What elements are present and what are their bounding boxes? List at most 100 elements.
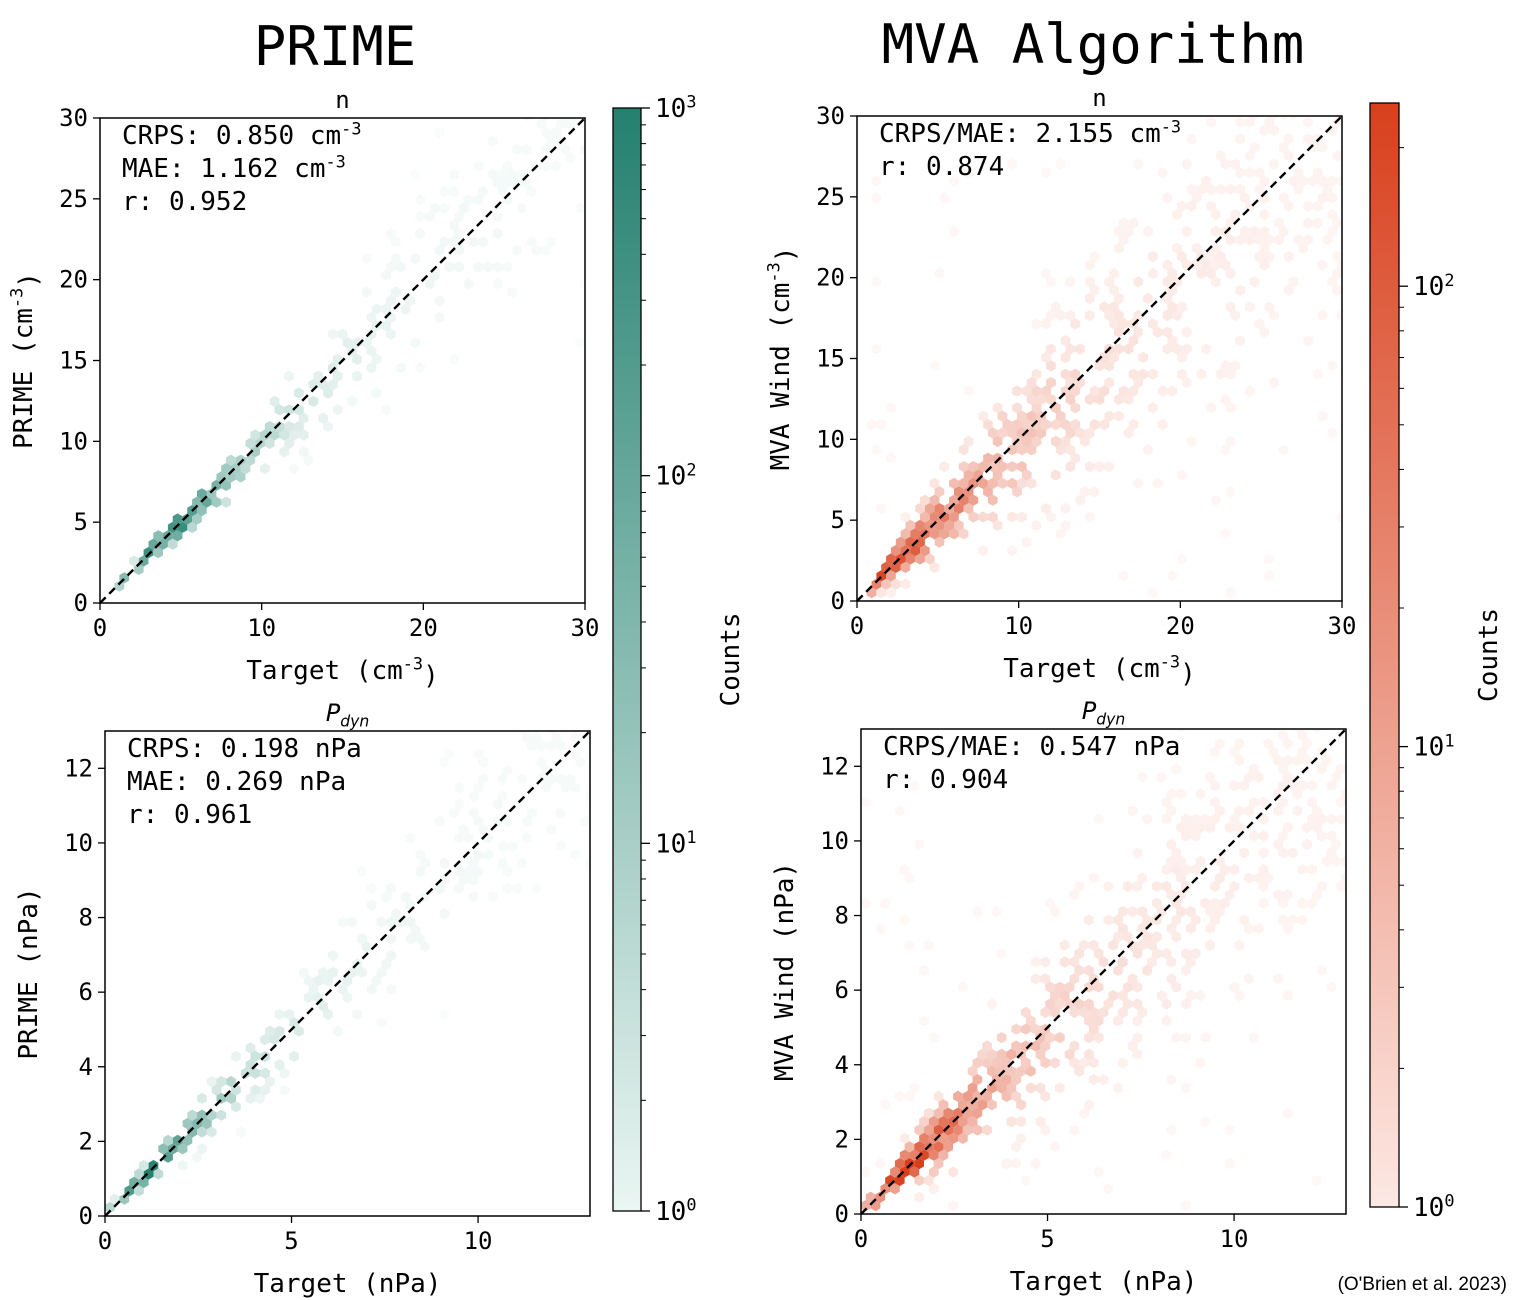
hexbin-cell (1273, 805, 1283, 817)
hexbin-cell (1259, 259, 1270, 271)
hexbin-cell (497, 857, 508, 869)
hexbin-cell (1055, 1032, 1065, 1044)
hexbin-cell (1220, 393, 1231, 405)
hexbin-cell (415, 849, 426, 861)
hexbin-cell (323, 975, 333, 987)
hexbin-cell (1069, 1057, 1080, 1069)
hexbin-cell (1211, 225, 1221, 237)
hexbin-cell (522, 832, 532, 844)
hexbin-cell (366, 328, 377, 340)
hexbin-cell (987, 1065, 997, 1077)
hexbin-cell (1127, 805, 1138, 817)
hexbin-cell (1337, 175, 1342, 187)
hexbin-cell (337, 916, 348, 928)
hexbin-cell (1055, 444, 1066, 456)
hexbin-cell (478, 236, 488, 248)
hexbin-cell (928, 1149, 939, 1161)
hexbin-cell (221, 463, 231, 475)
colorbar-tick-label: 103​ (655, 92, 696, 124)
hexbin-cell (1069, 956, 1080, 968)
hexbin-cell (395, 261, 406, 273)
hexbin-cell (1249, 763, 1259, 775)
hexbin-cell (1302, 754, 1312, 766)
hexbin-cell (366, 899, 377, 911)
hexbin-cell (507, 840, 518, 852)
y-tick-label: 10 (820, 827, 849, 855)
hexbin-cell (1240, 225, 1250, 237)
hexbin-cell (1025, 1015, 1036, 1027)
hexbin-cell (1177, 469, 1187, 481)
hexbin-cell (890, 578, 901, 590)
hexbin-cell (958, 461, 969, 473)
hexbin-cell (492, 278, 503, 290)
hexbin-cell (1269, 158, 1279, 170)
hexbin-cell (1307, 813, 1317, 825)
hexbin-cell (871, 192, 882, 204)
hexbin-cell (1278, 830, 1288, 842)
x-tick-label: 30 (571, 614, 600, 642)
hexbin-cell (405, 295, 416, 307)
hexbin-cell (1181, 998, 1191, 1010)
hexbin-cell (492, 227, 503, 239)
hexbin-cell (1258, 796, 1269, 808)
hexbin-cell (1331, 838, 1342, 850)
hexbin-cell (1177, 553, 1187, 565)
hexbin-cell (1104, 309, 1114, 321)
hexbin-cell (1292, 729, 1303, 733)
hexbin-cell (1181, 343, 1192, 355)
hexbin-cell (269, 1034, 280, 1046)
y-tick-label: 2 (835, 1125, 849, 1153)
hexbin-cell (1148, 251, 1158, 263)
hexbin-cell (1337, 259, 1342, 271)
hexbin-cell (1210, 746, 1220, 758)
hexbin-cell (1181, 326, 1192, 338)
stat-line: r: 0.961 (127, 800, 252, 830)
hexbin-cell (546, 773, 556, 785)
hexbin-cell (1177, 200, 1187, 212)
hexbin-cell (1312, 729, 1322, 733)
hexbin-cell (886, 553, 896, 565)
x-tick-label: 10 (247, 614, 276, 642)
hexbin-cell (1181, 1200, 1191, 1212)
hexbin-cell (1205, 771, 1215, 783)
hexbin-cell (439, 908, 450, 920)
hexbin-cell (1099, 301, 1110, 313)
hexbin-cell (1211, 242, 1221, 254)
hexbin-cell (871, 175, 882, 187)
hexbin-cell (1132, 1048, 1143, 1060)
hexbin-cell (303, 454, 314, 466)
hexbin-cell (1244, 805, 1254, 817)
hexbin-cell (265, 1076, 275, 1088)
y-tick-label: 10 (816, 425, 845, 453)
hexbin-cell (517, 773, 527, 785)
hexbin-cell (386, 916, 396, 928)
hexbin-cell (1050, 1006, 1060, 1018)
hexbin-cell (958, 528, 969, 540)
hexbin-cell (1046, 393, 1056, 405)
hexbin-cell (1007, 545, 1017, 557)
hexbin-cell (265, 1025, 275, 1037)
hexbin-cell (1292, 805, 1303, 817)
hexbin-cell (1326, 813, 1337, 825)
hexbin-cell (1322, 234, 1333, 246)
x-tick-label: 5 (284, 1227, 298, 1255)
hexbin-cell (928, 1116, 939, 1128)
hexbin-cell (1249, 141, 1260, 153)
stat-line: r: 0.874 (879, 152, 1004, 182)
hexbin-cell (298, 446, 309, 458)
hexbin-cell (1114, 343, 1124, 355)
hexbin-cell (1006, 1116, 1017, 1128)
hexbin-cell (1051, 419, 1061, 431)
hexbin-cell (1215, 150, 1226, 162)
hexbin-cell (284, 404, 294, 416)
hexbin-cell (444, 261, 454, 273)
hexbin-cell (1190, 864, 1201, 876)
hexbin-cell (1147, 956, 1157, 968)
stat-line: CRPS/MAE: 2.155 cm-3​ (879, 117, 1181, 149)
hexbin-cell (1234, 805, 1245, 817)
hexbin-cell (1148, 402, 1158, 414)
hexbin-cell (1070, 419, 1081, 431)
hexbin-cell (871, 276, 882, 288)
hexbin-cell (1132, 981, 1143, 993)
hexbin-cell (1235, 183, 1245, 195)
